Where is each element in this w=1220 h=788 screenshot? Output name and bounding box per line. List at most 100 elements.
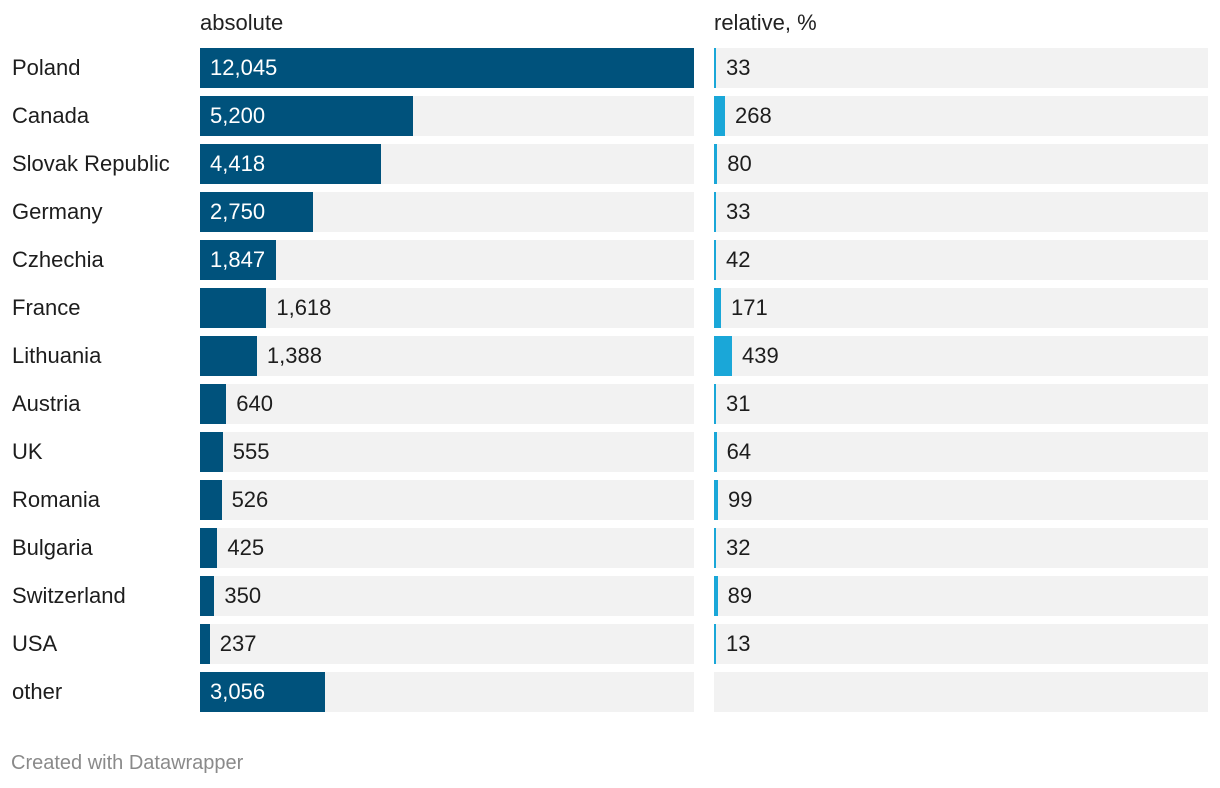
relative-value-label: 33 (726, 55, 751, 80)
absolute-value-label: 1,847 (210, 247, 266, 272)
absolute-bar-track: 4,418 (200, 144, 694, 184)
absolute-bar[interactable] (200, 96, 414, 136)
absolute-bar-track: 1,618 (200, 288, 694, 328)
absolute-value-label: 350 (224, 583, 262, 608)
absolute-value-label: 237 (219, 631, 257, 656)
relative-value-label: 32 (726, 535, 751, 560)
absolute-bar[interactable] (200, 624, 210, 664)
category-label: Austria (12, 391, 81, 416)
absolute-column-header: absolute (200, 10, 284, 35)
category-label: Slovak Republic (12, 151, 170, 176)
table-row: Switzerland 350 89 (0, 576, 1220, 616)
absolute-bar[interactable] (200, 384, 227, 424)
table-row: Germany 2,750 33 (0, 192, 1220, 232)
relative-value-label: 31 (726, 391, 751, 416)
relative-bar-track: 31 (714, 384, 1208, 424)
relative-value-label: 80 (727, 151, 752, 176)
absolute-bar-track: 350 (200, 576, 694, 616)
category-label: other (12, 679, 63, 704)
relative-value-label: 268 (734, 103, 772, 128)
relative-bar-track (714, 672, 1208, 712)
absolute-value-label: 526 (231, 487, 269, 512)
relative-bar-track: 33 (714, 48, 1208, 88)
relative-bar[interactable] (714, 480, 719, 520)
category-label: Romania (12, 487, 101, 512)
absolute-bar[interactable] (200, 528, 218, 568)
table-row: Bulgaria 425 32 (0, 528, 1220, 568)
category-label: Poland (12, 55, 81, 80)
relative-value-label: 99 (728, 487, 753, 512)
table-row: Poland 12,045 33 (0, 48, 1220, 88)
absolute-bar[interactable] (200, 576, 215, 616)
category-label: France (12, 295, 81, 320)
table-row: USA 237 13 (0, 624, 1220, 664)
absolute-bar[interactable] (200, 240, 276, 280)
relative-bar[interactable] (714, 144, 718, 184)
relative-bar-track: 171 (714, 288, 1208, 328)
absolute-bar[interactable] (200, 336, 257, 376)
relative-value-label: 33 (726, 199, 751, 224)
category-label: Switzerland (12, 583, 126, 608)
table-row: Romania 526 99 (0, 480, 1220, 520)
relative-bar-track: 268 (714, 96, 1208, 136)
relative-bar-track: 99 (714, 480, 1208, 520)
table-row: Canada 5,200 268 (0, 96, 1220, 136)
relative-bar-track: 439 (714, 336, 1208, 376)
category-label: Bulgaria (12, 535, 93, 560)
absolute-value-label: 1,388 (266, 343, 322, 368)
absolute-bar-track: 237 (200, 624, 694, 664)
absolute-bar[interactable] (200, 192, 313, 232)
category-label: UK (12, 439, 43, 464)
table-row: Czhechia 1,847 42 (0, 240, 1220, 280)
category-label: Czhechia (12, 247, 104, 272)
absolute-value-label: 2,750 (210, 199, 266, 224)
absolute-bar-track: 640 (200, 384, 694, 424)
relative-value-label: 13 (726, 631, 751, 656)
relative-value-label: 171 (731, 295, 768, 320)
relative-bar-track: 42 (714, 240, 1208, 280)
absolute-bar-track: 425 (200, 528, 694, 568)
absolute-bar[interactable] (200, 288, 267, 328)
relative-bar[interactable] (714, 624, 716, 664)
absolute-value-label: 3,056 (210, 679, 266, 704)
table-row: Austria 640 31 (0, 384, 1220, 424)
absolute-value-label: 425 (227, 535, 265, 560)
relative-bar[interactable] (714, 240, 716, 280)
relative-bar[interactable] (714, 528, 716, 568)
relative-bar[interactable] (714, 96, 725, 136)
relative-bar[interactable] (714, 336, 732, 376)
relative-bar-track: 33 (714, 192, 1208, 232)
category-label: Germany (12, 199, 103, 224)
category-label: Canada (12, 103, 90, 128)
absolute-bar[interactable] (200, 672, 326, 712)
relative-bar[interactable] (714, 48, 716, 88)
relative-bar[interactable] (714, 288, 721, 328)
relative-bar[interactable] (714, 192, 716, 232)
absolute-value-label: 5,200 (210, 103, 266, 128)
absolute-bar[interactable] (200, 480, 222, 520)
absolute-bar-track: 3,056 (200, 672, 694, 712)
relative-bar[interactable] (714, 432, 717, 472)
absolute-bar-track: 526 (200, 480, 694, 520)
absolute-bar-track: 2,750 (200, 192, 694, 232)
relative-bar[interactable] (714, 576, 718, 616)
table-row: UK 555 64 (0, 432, 1220, 472)
relative-bar[interactable] (714, 384, 716, 424)
relative-value-label: 89 (727, 583, 753, 608)
absolute-bar[interactable] (200, 432, 223, 472)
absolute-bar[interactable] (200, 48, 694, 88)
table-row: Slovak Republic 4,418 80 (0, 144, 1220, 184)
table-row: Lithuania 1,388 439 (0, 336, 1220, 376)
relative-value-label: 42 (726, 247, 751, 272)
absolute-value-label: 640 (236, 391, 273, 416)
category-label: Lithuania (12, 343, 102, 368)
absolute-value-label: 1,618 (276, 295, 332, 320)
absolute-bar-track: 12,045 (200, 48, 694, 88)
footer-credit[interactable]: Created with Datawrapper (11, 752, 244, 774)
relative-bar-track: 64 (714, 432, 1208, 472)
absolute-bar[interactable] (200, 144, 382, 184)
relative-value-label: 64 (726, 439, 752, 464)
relative-bar-track: 13 (714, 624, 1208, 664)
absolute-bar-track: 555 (200, 432, 694, 472)
absolute-bar-track: 1,388 (200, 336, 694, 376)
